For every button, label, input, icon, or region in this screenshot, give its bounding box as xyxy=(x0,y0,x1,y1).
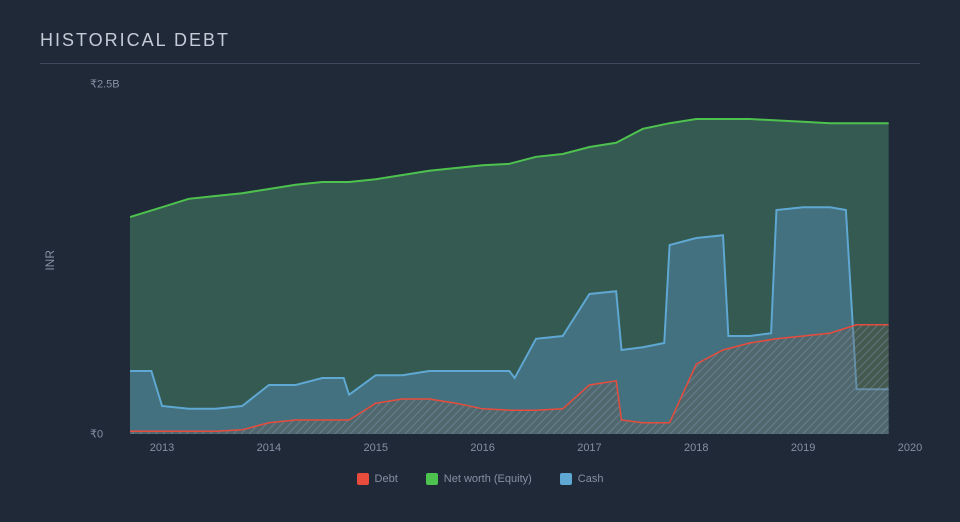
legend: Debt Net worth (Equity) Cash xyxy=(40,472,920,490)
plot-area xyxy=(130,84,910,434)
legend-item: Debt xyxy=(357,473,398,485)
x-tick: 2019 xyxy=(791,442,815,454)
x-tick: 2013 xyxy=(150,442,174,454)
legend-label: Debt xyxy=(375,473,398,485)
y-tick: ₹0 xyxy=(90,428,103,441)
x-tick: 2017 xyxy=(577,442,601,454)
x-tick: 2016 xyxy=(470,442,494,454)
x-tick: 2015 xyxy=(364,442,388,454)
legend-label: Net worth (Equity) xyxy=(444,473,532,485)
legend-swatch xyxy=(560,473,572,485)
y-axis-label: INR xyxy=(43,250,57,271)
legend-swatch xyxy=(357,473,369,485)
x-tick: 2014 xyxy=(257,442,281,454)
chart-svg xyxy=(130,84,910,434)
x-tick: 2020 xyxy=(898,442,922,454)
chart-area: INR ₹0₹2.5B 2013201420152016201720182019… xyxy=(80,84,910,464)
chart-title: HISTORICAL DEBT xyxy=(40,30,920,64)
legend-label: Cash xyxy=(578,473,604,485)
legend-swatch xyxy=(426,473,438,485)
y-tick: ₹2.5B xyxy=(90,78,120,91)
chart-container: HISTORICAL DEBT INR ₹0 ₹2.5B 2013 2014 2015… xyxy=(0,0,960,522)
x-tick: 2018 xyxy=(684,442,708,454)
legend-item: Cash xyxy=(560,473,604,485)
legend-item: Net worth (Equity) xyxy=(426,473,532,485)
